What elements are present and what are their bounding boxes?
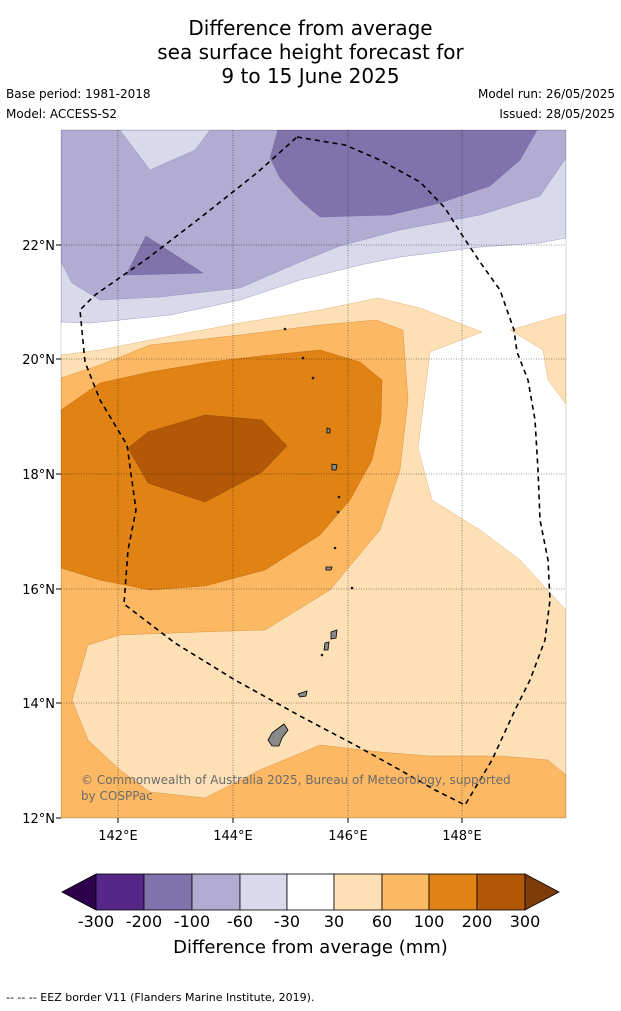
island-small-5 — [350, 586, 354, 590]
lat-label-18: 18°N — [22, 468, 55, 483]
island-small-7 — [320, 653, 324, 657]
island-small-3 — [337, 495, 341, 499]
title-line-3: 9 to 15 June 2025 — [221, 64, 400, 88]
model-text: Model: ACCESS-S2 — [6, 107, 118, 121]
colorbar-bin-6 — [333, 873, 383, 911]
colorbar-bin-7 — [381, 873, 430, 911]
cb-tick-7: 100 — [413, 912, 445, 931]
cb-tick-6: 60 — [371, 912, 393, 931]
chart-title: Difference from average sea surface heig… — [0, 16, 621, 88]
colorbar — [61, 873, 560, 911]
island-small-6 — [283, 327, 287, 331]
island-anatahan — [325, 566, 333, 571]
colorbar-bin-4 — [239, 873, 288, 911]
issued-text: Issued: 28/05/2025 — [499, 107, 615, 121]
colorbar-bin-9 — [476, 873, 526, 911]
cb-tick-5: 30 — [323, 912, 345, 931]
island-tinian — [323, 641, 330, 651]
axis-ticks — [56, 244, 463, 823]
eez-legend-text: -- -- -- EEZ border V11 (Flanders Marine… — [6, 991, 315, 1004]
cb-tick-0: -300 — [77, 912, 115, 931]
colorbar-bin-1 — [95, 873, 145, 911]
lat-label-22: 22°N — [22, 239, 55, 254]
contour-neg-100-200-b — [125, 235, 204, 276]
model-run-text: Model run: 26/05/2025 — [477, 87, 615, 101]
colorbar-extend-high — [524, 873, 560, 911]
island-guam — [267, 723, 289, 747]
contour-neutral-pocket — [119, 130, 211, 171]
colorbar-bin-8 — [428, 873, 478, 911]
colorbar-bin-2 — [143, 873, 193, 911]
colorbar-bin-5 — [286, 873, 335, 911]
island-small-2 — [311, 376, 315, 380]
lat-label-16: 16°N — [22, 583, 55, 598]
lat-label-20: 20°N — [22, 353, 55, 368]
cb-tick-8: 200 — [461, 912, 493, 931]
title-line-2: sea surface height forecast for — [157, 40, 464, 64]
contour-pos-200-300 — [127, 414, 288, 503]
cb-tick-4: -30 — [273, 912, 301, 931]
colorbar-label: Difference from average (mm) — [173, 937, 448, 958]
cb-tick-2: -100 — [173, 912, 211, 931]
cb-tick-1: -200 — [125, 912, 163, 931]
lon-label-142: 142°E — [98, 829, 138, 844]
credit-text: © Commonwealth of Australia 2025, Bureau… — [81, 773, 511, 803]
gridlines — [61, 130, 566, 818]
island-small-1 — [301, 356, 305, 360]
title-line-1: Difference from average — [188, 16, 433, 40]
contour-neg-100-200-a — [269, 130, 538, 218]
lon-label-148: 148°E — [442, 829, 482, 844]
eez-border — [79, 136, 551, 807]
lat-label-12: 12°N — [22, 812, 55, 827]
colorbar-bin-3 — [191, 873, 241, 911]
islands — [267, 327, 354, 747]
base-period-text: Base period: 1981-2018 — [6, 87, 151, 101]
cb-tick-3: -60 — [226, 912, 254, 931]
cb-tick-9: 300 — [509, 912, 541, 931]
island-small-8 — [336, 510, 340, 514]
island-agrihan — [331, 463, 338, 471]
island-saipan — [330, 629, 338, 640]
contour-pos-30-60-east — [509, 313, 566, 405]
island-small-4 — [333, 546, 337, 550]
lat-label-14: 14°N — [22, 697, 55, 712]
island-pagan — [326, 427, 331, 434]
lon-label-144: 144°E — [213, 829, 253, 844]
island-rota — [297, 690, 308, 698]
lon-label-146: 146°E — [328, 829, 368, 844]
colorbar-extend-low — [61, 873, 97, 911]
